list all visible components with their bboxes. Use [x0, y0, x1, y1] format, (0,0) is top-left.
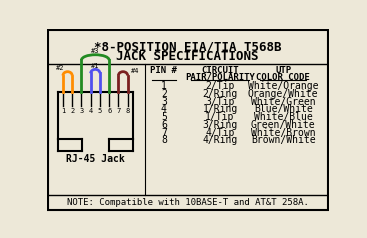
Text: #4: #4: [131, 68, 139, 74]
Text: 1/Tip: 1/Tip: [206, 112, 235, 122]
Text: 2: 2: [70, 108, 75, 114]
Text: JACK SPECIFICATIONS: JACK SPECIFICATIONS: [116, 50, 259, 63]
Text: 5: 5: [98, 108, 102, 114]
Text: Orange/White: Orange/White: [248, 89, 319, 99]
Text: 7: 7: [161, 128, 167, 138]
Text: #1: #1: [91, 63, 99, 69]
Text: Brown/White: Brown/White: [251, 135, 316, 145]
Text: 6: 6: [107, 108, 111, 114]
Text: Blue/White: Blue/White: [254, 104, 313, 114]
Text: *8-POSITION EIA/TIA T568B: *8-POSITION EIA/TIA T568B: [94, 40, 281, 54]
Text: 4: 4: [88, 108, 93, 114]
Text: White/Orange: White/Orange: [248, 81, 319, 91]
Text: 7: 7: [116, 108, 120, 114]
Text: #3: #3: [91, 48, 99, 54]
Text: 1: 1: [61, 108, 65, 114]
Text: NOTE: Compatible with 10BASE-T and AT&T 258A.: NOTE: Compatible with 10BASE-T and AT&T …: [67, 198, 309, 207]
Text: Green/White: Green/White: [251, 120, 316, 130]
Text: 4/Tip: 4/Tip: [206, 128, 235, 138]
Text: RJ-45 Jack: RJ-45 Jack: [66, 154, 125, 164]
Text: 2/Ring: 2/Ring: [203, 89, 238, 99]
Text: COLOR CODE: COLOR CODE: [256, 73, 310, 82]
Text: 4/Ring: 4/Ring: [203, 135, 238, 145]
Text: 1/Ring: 1/Ring: [203, 104, 238, 114]
Text: PIN #: PIN #: [150, 66, 177, 75]
Text: 3: 3: [161, 97, 167, 107]
Text: 6: 6: [161, 120, 167, 130]
Text: #2: #2: [56, 65, 64, 71]
Text: White/Brown: White/Brown: [251, 128, 316, 138]
Text: White/Green: White/Green: [251, 97, 316, 107]
Text: White/Blue: White/Blue: [254, 112, 313, 122]
Text: 5: 5: [161, 112, 167, 122]
Text: PAIR/POLARITY: PAIR/POLARITY: [185, 73, 255, 82]
Text: CIRCUIT: CIRCUIT: [201, 66, 239, 75]
Text: 2: 2: [161, 89, 167, 99]
Text: 2/Tip: 2/Tip: [206, 81, 235, 91]
Text: 8: 8: [161, 135, 167, 145]
Text: 3: 3: [79, 108, 84, 114]
Text: 1: 1: [161, 81, 167, 91]
Text: 3/Tip: 3/Tip: [206, 97, 235, 107]
Text: 8: 8: [126, 108, 130, 114]
Text: 3/Ring: 3/Ring: [203, 120, 238, 130]
Text: 4: 4: [161, 104, 167, 114]
Text: UTP: UTP: [275, 66, 291, 75]
